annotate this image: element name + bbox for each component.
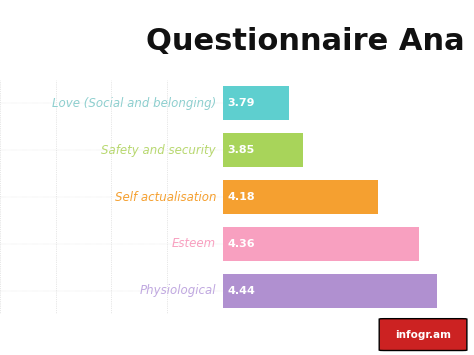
Text: Esteem: Esteem (172, 237, 216, 250)
Text: infogr.am: infogr.am (395, 329, 451, 340)
Text: 4.36: 4.36 (228, 239, 255, 249)
Text: 3.85: 3.85 (228, 145, 255, 155)
Bar (223, 274, 438, 308)
Text: Questionnaire Ana: Questionnaire Ana (146, 27, 465, 55)
Bar (223, 133, 303, 167)
Text: Physiological: Physiological (140, 284, 216, 297)
Text: Self actualisation: Self actualisation (115, 191, 216, 203)
Bar (223, 180, 378, 214)
Text: 3.79: 3.79 (228, 98, 255, 108)
Text: See full size: See full size (43, 329, 105, 340)
Text: 4.44: 4.44 (228, 286, 255, 296)
Text: 4.18: 4.18 (228, 192, 255, 202)
Text: Interactive infographics:: Interactive infographics: (261, 329, 405, 340)
Text: Love (Social and belonging): Love (Social and belonging) (52, 97, 216, 110)
Bar (223, 86, 289, 120)
Text: Safety and security: Safety and security (101, 144, 216, 157)
Bar (223, 227, 419, 261)
Text: ⊕: ⊕ (14, 327, 27, 342)
FancyBboxPatch shape (379, 319, 467, 350)
